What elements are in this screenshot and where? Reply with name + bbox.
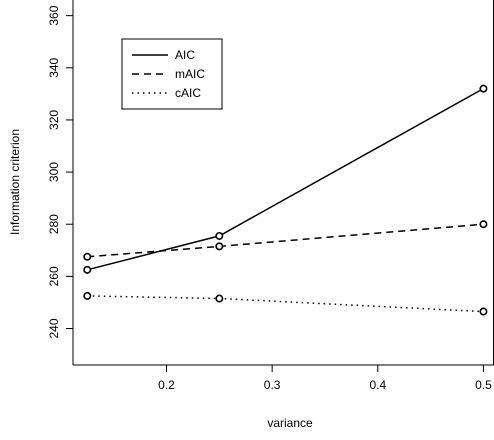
data-point-maic xyxy=(479,220,488,229)
legend-label-caic: cAIC xyxy=(175,86,201,100)
data-point-caic xyxy=(215,294,224,303)
x-axis-label: variance xyxy=(267,416,313,430)
legend-label-maic: mAIC xyxy=(175,67,205,81)
legend-label-aic: AIC xyxy=(175,48,195,62)
data-point-caic xyxy=(83,291,92,300)
data-point-maic xyxy=(215,242,224,251)
series-line-caic xyxy=(87,295,484,313)
y-tick-label: 260 xyxy=(47,266,61,286)
data-point-aic xyxy=(479,84,488,93)
data-point-caic xyxy=(479,307,488,316)
legend-layer: AIC mAIC cAIC xyxy=(121,38,223,110)
y-tick-label: 360 xyxy=(47,5,61,25)
data-point-aic xyxy=(215,231,224,240)
data-point-maic xyxy=(83,252,92,261)
series-line-aic xyxy=(87,87,484,271)
y-tick-label: 320 xyxy=(47,110,61,130)
axes-layer: 0.2 0.3 0.4 0.5 240 260 280 300 320 340 360 xyxy=(47,0,494,392)
x-tick-label: 0.5 xyxy=(475,378,492,392)
series-layer xyxy=(83,84,488,316)
data-point-aic xyxy=(83,265,92,274)
x-tick-label: 0.3 xyxy=(264,378,281,392)
y-tick-label: 340 xyxy=(47,57,61,77)
x-tick-label: 0.2 xyxy=(158,378,175,392)
series-line-maic xyxy=(87,223,484,258)
y-axis-label: Information criterion xyxy=(8,129,22,235)
y-tick-label: 240 xyxy=(47,318,61,338)
x-tick-label: 0.4 xyxy=(369,378,386,392)
y-tick-label: 300 xyxy=(47,162,61,182)
y-tick-label: 280 xyxy=(47,214,61,234)
